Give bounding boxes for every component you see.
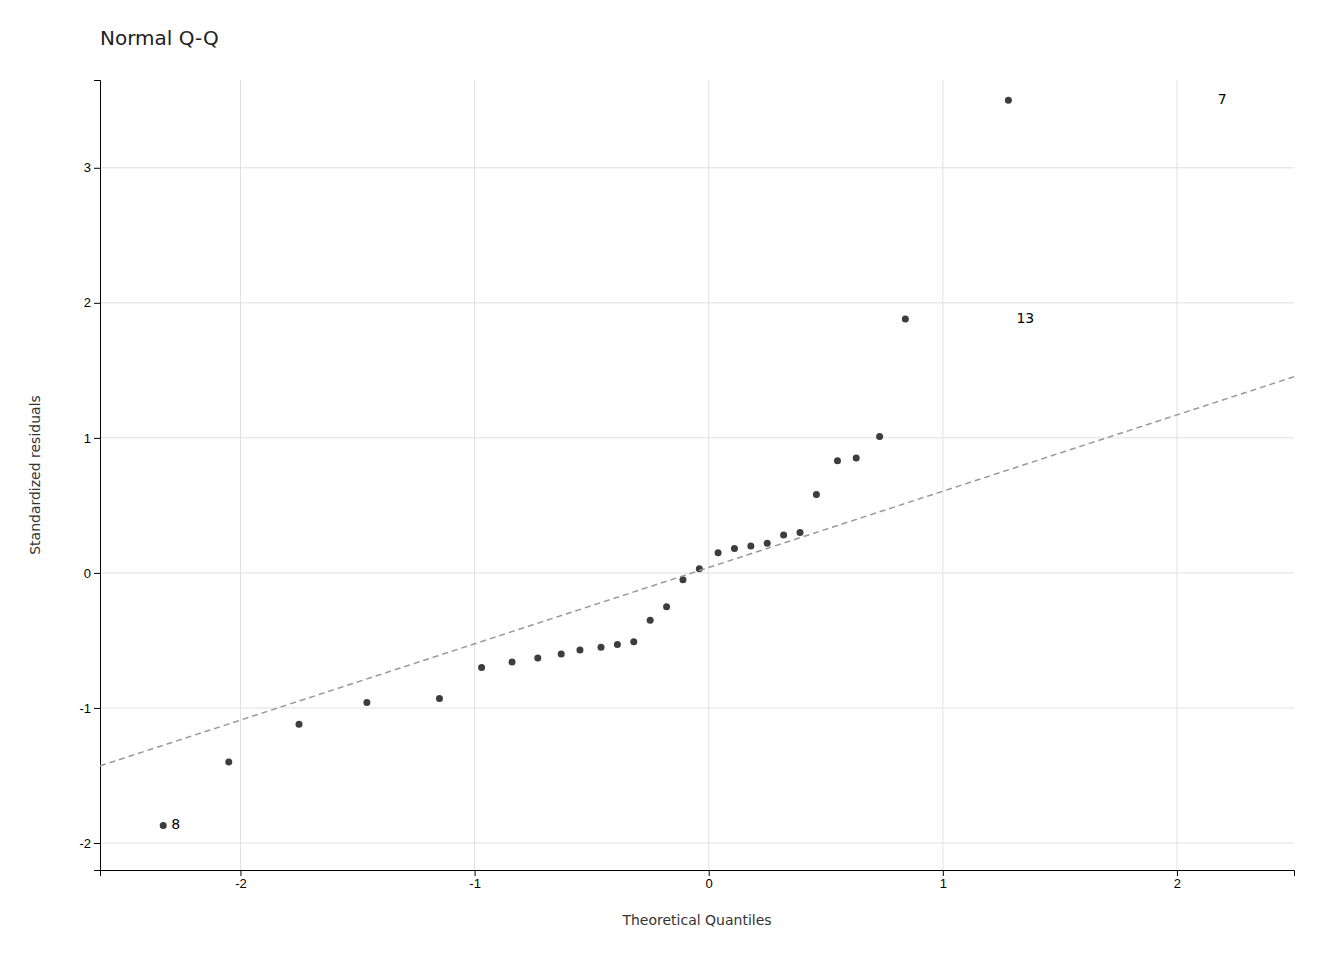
y-tick-mark xyxy=(94,438,100,439)
y-tick-label: -2 xyxy=(79,836,91,851)
points xyxy=(160,97,1012,829)
point xyxy=(813,491,820,498)
x-grid-line xyxy=(942,80,943,870)
x-grid-line xyxy=(708,80,709,870)
y-tick-label: 0 xyxy=(84,566,91,581)
y-tick-mark xyxy=(94,573,100,574)
y-tick: -2 xyxy=(79,836,100,851)
x-tick-label: 1 xyxy=(940,876,947,891)
y-grid-line xyxy=(100,167,1294,168)
point xyxy=(225,758,232,765)
point xyxy=(764,540,771,547)
y-tick: 0 xyxy=(84,566,100,581)
point xyxy=(853,455,860,462)
y-tick-label: 3 xyxy=(84,160,91,175)
point xyxy=(160,822,167,829)
point xyxy=(780,532,787,539)
y-tick-label: 1 xyxy=(84,431,91,446)
y-grid-line xyxy=(100,302,1294,303)
x-tick: -2 xyxy=(235,870,247,891)
x-tick: 2 xyxy=(1174,870,1181,891)
x-axis-title: Theoretical Quantiles xyxy=(621,912,771,928)
point xyxy=(630,638,637,645)
y-tick-mark xyxy=(94,303,100,304)
grid xyxy=(100,80,1294,870)
x-tick-label: -2 xyxy=(235,876,247,891)
x-tick-mark xyxy=(475,870,476,876)
point xyxy=(747,542,754,549)
title: Normal Q-Q xyxy=(100,26,219,50)
point xyxy=(1005,97,1012,104)
marks xyxy=(100,97,1294,829)
x-tick-label: 0 xyxy=(706,876,713,891)
point xyxy=(663,603,670,610)
y-tick-label: -1 xyxy=(79,701,91,716)
point xyxy=(834,457,841,464)
point xyxy=(296,721,303,728)
point xyxy=(598,644,605,651)
x-grid-line xyxy=(1176,80,1177,870)
x-tick-label: 2 xyxy=(1174,876,1181,891)
point xyxy=(534,654,541,661)
y-tick-label: 2 xyxy=(84,295,91,310)
y-grid-line xyxy=(100,707,1294,708)
point xyxy=(647,617,654,624)
y-axis-title: Standardized residuals xyxy=(27,395,43,555)
x-grid-line xyxy=(474,80,475,870)
plot: -2 -1 0 1 2 -2 -1 0 1 2 3 7 13 8 xyxy=(79,80,1294,891)
point xyxy=(731,545,738,552)
annotation: 7 xyxy=(1218,91,1227,107)
point xyxy=(576,646,583,653)
y-grid-line xyxy=(100,842,1294,843)
y-tick-mark xyxy=(94,708,100,709)
y-grid-line xyxy=(100,572,1294,573)
annotation: 8 xyxy=(171,816,180,832)
point xyxy=(902,316,909,323)
y-axis: -2 -1 0 1 2 3 xyxy=(79,81,100,871)
x-tick: 1 xyxy=(940,870,947,891)
y-tick-mark xyxy=(94,843,100,844)
reference-line xyxy=(100,377,1294,766)
x-grid-line xyxy=(240,80,241,870)
x-tick: -1 xyxy=(469,870,481,891)
point xyxy=(436,695,443,702)
x-tick-label: -1 xyxy=(469,876,481,891)
x-tick-mark xyxy=(943,870,944,876)
point xyxy=(558,650,565,657)
y-tick: 3 xyxy=(84,160,100,175)
point xyxy=(614,641,621,648)
y-tick: 2 xyxy=(84,295,100,310)
point xyxy=(509,659,516,666)
annotations: 7 13 8 xyxy=(171,91,1226,832)
y-grid-line xyxy=(100,437,1294,438)
point xyxy=(478,664,485,671)
x-axis-line xyxy=(101,871,1295,877)
x-tick: 0 xyxy=(706,870,713,891)
y-tick-mark xyxy=(94,168,100,169)
point xyxy=(715,549,722,556)
x-tick-mark xyxy=(1177,870,1178,876)
x-tick-mark xyxy=(709,870,710,876)
annotation: 13 xyxy=(1016,310,1034,326)
point xyxy=(797,529,804,536)
y-tick: 1 xyxy=(84,431,100,446)
point xyxy=(363,699,370,706)
y-axis-line xyxy=(94,81,101,871)
x-axis: -2 -1 0 1 2 xyxy=(101,870,1295,891)
chart: -2 -1 0 1 2 -2 -1 0 1 2 3 7 13 8 Normal Q-Q Theoretical… xyxy=(0,0,1344,960)
x-tick-mark xyxy=(240,870,241,876)
point xyxy=(876,433,883,440)
y-tick: -1 xyxy=(79,701,100,716)
